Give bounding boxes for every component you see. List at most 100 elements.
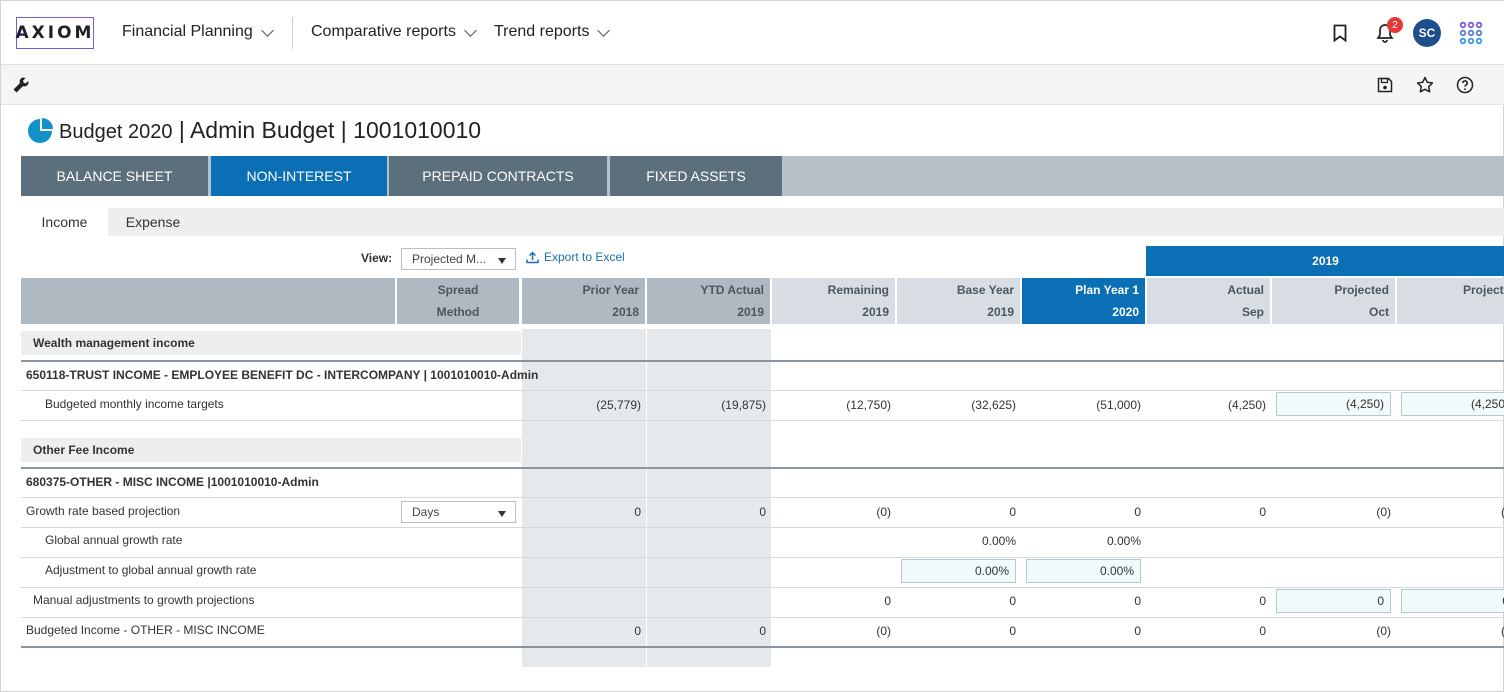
row-divider [21, 497, 1504, 498]
input-projected-nov[interactable]: 0 [1401, 589, 1504, 613]
row-divider [21, 527, 1504, 528]
header-text: Oct [1368, 305, 1389, 319]
export-label: Export to Excel [544, 250, 625, 264]
chevron-down-icon [260, 23, 274, 37]
cell-base-year: (32,625) [971, 398, 1016, 412]
year-group-header: 2019 [1146, 246, 1504, 276]
view-select[interactable]: Projected M... [401, 248, 516, 270]
row-label: Global annual growth rate [45, 533, 183, 547]
cell-base-year: 0 [1009, 624, 1016, 638]
row-label: Budgeted Income - OTHER - MISC INCOME [26, 623, 265, 637]
nav-trend-reports[interactable]: Trend reports [494, 23, 611, 41]
view-label: View: [361, 251, 393, 265]
cell-prior-year: 0 [634, 624, 641, 638]
help-icon[interactable] [1455, 75, 1475, 95]
wrench-icon[interactable] [11, 75, 31, 95]
bookmark-icon[interactable] [1328, 21, 1352, 45]
spread-method-select[interactable]: Days [401, 501, 516, 523]
cell-plan-year: (51,000) [1096, 398, 1141, 412]
cell-remaining: (12,750) [846, 398, 891, 412]
nav-divider [292, 17, 293, 49]
row-divider [21, 617, 1504, 618]
header-text: Sep [1241, 305, 1264, 319]
row-divider [21, 390, 1504, 391]
star-icon[interactable] [1415, 75, 1435, 95]
nav-financial-planning[interactable]: Financial Planning [122, 23, 274, 41]
cell-prior-year: (25,779) [596, 398, 641, 412]
header-text: Actual [1227, 283, 1264, 297]
cell-remaining: 0 [884, 594, 891, 608]
header-text: No [1463, 301, 1504, 323]
cell-ytd-actual: (19,875) [721, 398, 766, 412]
input-projected-nov[interactable]: (4,250) [1401, 392, 1504, 416]
header-text: 2020 [1112, 305, 1139, 319]
tab-income[interactable]: Income [21, 208, 108, 236]
header-text: 2019 [862, 305, 889, 319]
header-text: YTD Actual [700, 283, 764, 297]
axiom-logo[interactable]: AXIOM [16, 17, 94, 49]
header-actual-sep: Actual Sep [1147, 278, 1270, 324]
user-avatar[interactable]: SC [1413, 19, 1441, 47]
save-icon[interactable] [1375, 75, 1395, 95]
dropdown-caret-icon [498, 511, 506, 517]
input-plan-year-adjustment[interactable]: 0.00% [1026, 559, 1141, 583]
section-divider [21, 360, 1504, 362]
account-header: 650118-TRUST INCOME - EMPLOYEE BENEFIT D… [26, 368, 539, 382]
page-title-separator: | [172, 117, 190, 143]
header-text: Plan Year 1 [1075, 283, 1139, 297]
cell-base-year: 0 [1009, 505, 1016, 519]
header-base-year: Base Year 2019 [897, 278, 1020, 324]
notification-badge: 2 [1387, 17, 1403, 33]
nav-financial-planning-label: Financial Planning [122, 23, 253, 40]
page-title-budget: Budget 2020 [59, 121, 173, 143]
cell-projected-nov: ( [1385, 505, 1504, 519]
export-to-excel-link[interactable]: Export to Excel [526, 250, 625, 264]
tab-expense[interactable]: Expense [125, 214, 181, 230]
header-ytd-actual: YTD Actual 2019 [647, 278, 770, 324]
header-label-column [21, 278, 395, 324]
pie-chart-icon [27, 118, 53, 144]
header-text: 2019 [737, 305, 764, 319]
cell-actual-sep: 0 [1259, 594, 1266, 608]
tab-prepaid-contracts[interactable]: PREPAID CONTRACTS [389, 156, 607, 196]
tab-fixed-assets[interactable]: FIXED ASSETS [610, 156, 782, 196]
cell-plan-year: 0 [1134, 505, 1141, 519]
cell-remaining: (0) [876, 624, 891, 638]
header-text: Method [436, 305, 480, 319]
header-text: Spread [437, 283, 479, 297]
cell-projected-oct: (0) [1376, 624, 1391, 638]
cell-prior-year: 0 [634, 505, 641, 519]
cell-ytd-actual: 0 [759, 624, 766, 638]
row-divider [21, 557, 1504, 558]
nav-comparative-reports[interactable]: Comparative reports [311, 23, 477, 41]
header-text: 2019 [987, 305, 1014, 319]
input-projected-oct[interactable]: 0 [1276, 589, 1391, 613]
prior-year-column-shade [522, 329, 646, 667]
app-grid-icon[interactable] [1459, 21, 1483, 45]
notification-bell-icon[interactable]: 2 [1373, 17, 1403, 45]
input-projected-oct[interactable]: (4,250) [1276, 392, 1391, 416]
tab-balance-sheet[interactable]: BALANCE SHEET [21, 156, 208, 196]
header-text: Base Year [956, 283, 1014, 297]
row-label: Growth rate based projection [26, 504, 181, 518]
cell-projected-oct: (0) [1376, 505, 1391, 519]
header-text: 2018 [612, 305, 639, 319]
view-select-value: Projected M... [412, 252, 487, 266]
row-divider [21, 587, 1504, 588]
chevron-down-icon [464, 23, 477, 37]
tab-non-interest[interactable]: NON-INTEREST [211, 156, 387, 196]
section-divider [21, 467, 1504, 469]
upload-icon [526, 250, 539, 263]
sub-tab-bar: Income Expense [21, 208, 1504, 236]
cell-actual-sep: 0 [1259, 505, 1266, 519]
header-text: Projected [1334, 283, 1389, 297]
cell-base-year: 0.00% [981, 534, 1016, 548]
toolbar [1, 65, 1504, 105]
input-base-year-adjustment[interactable]: 0.00% [901, 559, 1016, 583]
header-text: Remaining [827, 283, 889, 297]
row-label: Adjustment to global annual growth rate [45, 563, 257, 577]
header-text: Prior Year [582, 283, 639, 297]
row-label: Budgeted monthly income targets [45, 397, 224, 411]
dropdown-caret-icon [498, 258, 506, 264]
section-header: Other Fee Income [21, 438, 521, 462]
